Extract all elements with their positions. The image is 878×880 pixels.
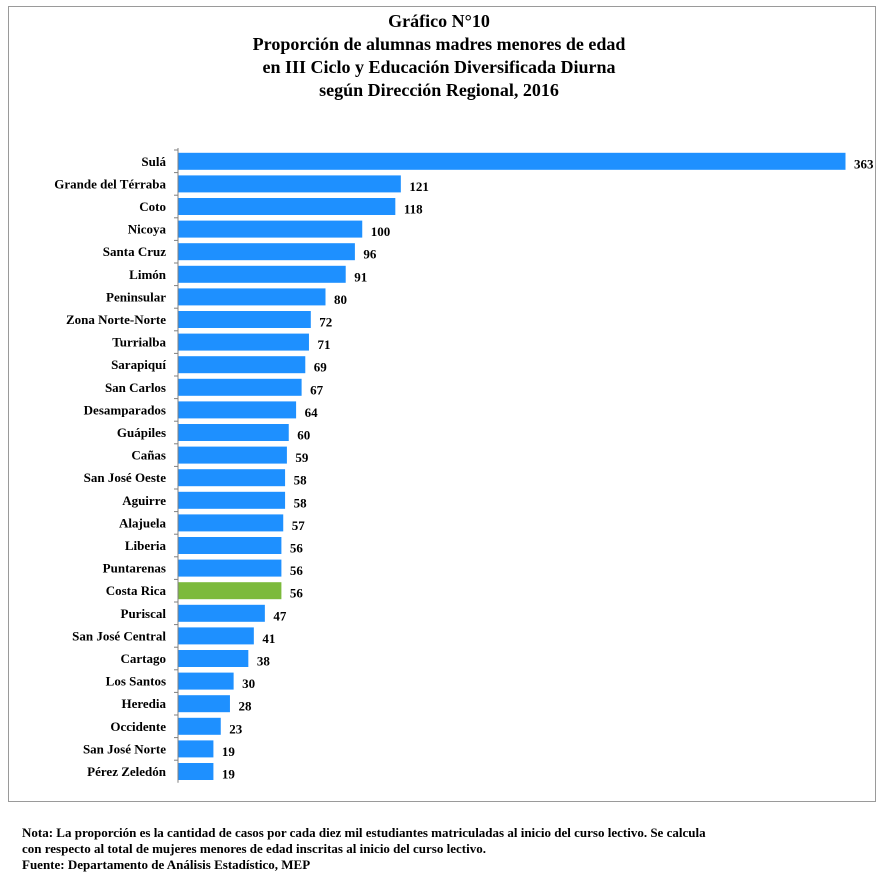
bar <box>178 559 282 577</box>
bar <box>178 469 286 487</box>
bar <box>178 311 311 328</box>
value-label: 59 <box>295 450 309 465</box>
bar <box>178 514 284 532</box>
value-label: 91 <box>354 269 367 284</box>
chart-title-line-1: Gráfico N°10 <box>388 11 490 31</box>
bar <box>178 650 249 667</box>
category-label: Aguirre <box>122 493 166 508</box>
bar <box>178 401 297 419</box>
value-label: 69 <box>314 360 328 375</box>
bar <box>178 627 254 645</box>
category-label: Zona Norte-Norte <box>66 312 166 327</box>
value-label: 19 <box>222 744 236 759</box>
category-label: San Carlos <box>105 380 166 395</box>
bar <box>178 763 214 780</box>
value-label: 38 <box>257 654 271 669</box>
category-label: Turrialba <box>112 335 166 350</box>
bar <box>178 604 265 622</box>
value-label: 41 <box>262 631 275 646</box>
chart-title-line-4: según Dirección Regional, 2016 <box>319 80 559 100</box>
category-label: Peninsular <box>106 289 166 304</box>
value-label: 56 <box>290 541 304 556</box>
category-label: Santa Cruz <box>103 244 166 259</box>
value-label: 57 <box>292 518 306 533</box>
bar <box>178 717 221 735</box>
bar <box>178 265 346 283</box>
category-label: Limón <box>129 267 167 282</box>
bar <box>178 695 230 713</box>
value-label: 60 <box>297 428 310 443</box>
bar-highlight <box>178 582 282 600</box>
value-label: 19 <box>222 767 236 782</box>
bar <box>178 356 306 374</box>
value-label: 23 <box>229 721 243 736</box>
bar <box>178 243 355 261</box>
bar <box>178 198 396 215</box>
value-label: 64 <box>305 405 319 420</box>
category-label: Liberia <box>125 538 167 553</box>
chart-frame <box>8 6 876 802</box>
category-label: Pérez Zeledón <box>87 764 167 779</box>
category-label: Puriscal <box>121 606 167 621</box>
bar <box>178 672 234 690</box>
category-label: Cartago <box>121 651 167 666</box>
bar <box>178 537 282 554</box>
bar <box>178 446 287 464</box>
category-label: Costa Rica <box>106 583 167 598</box>
value-label: 58 <box>294 495 308 510</box>
category-label: San José Norte <box>83 741 166 756</box>
bar <box>178 288 326 306</box>
value-label: 58 <box>294 473 308 488</box>
bar <box>178 424 289 441</box>
bar <box>178 740 214 758</box>
category-label: Los Santos <box>106 674 166 689</box>
value-label: 72 <box>319 315 332 330</box>
value-label: 118 <box>404 202 423 217</box>
bar-chart: Sulá 363 Grande del Térraba 121 Coto 118 Nicoy… <box>54 148 874 783</box>
value-label: 30 <box>242 676 255 691</box>
category-label: Desamparados <box>84 402 166 417</box>
category-label: Coto <box>139 199 166 214</box>
chart-title-line-2: Proporción de alumnas madres menores de … <box>252 34 626 54</box>
category-label: Nicoya <box>128 222 167 237</box>
category-label: Alajuela <box>119 515 166 530</box>
source-line: Fuente: Departamento de Análisis Estadís… <box>22 857 311 872</box>
value-label: 71 <box>317 337 330 352</box>
value-label: 96 <box>363 247 377 262</box>
category-label: San José Oeste <box>84 470 167 485</box>
category-label: Sulá <box>141 154 166 169</box>
value-label: 363 <box>854 156 874 171</box>
category-label: Grande del Térraba <box>54 176 166 191</box>
bar <box>178 333 309 351</box>
note-line-2: con respecto al total de mujeres menores… <box>22 841 486 856</box>
value-label: 56 <box>290 586 304 601</box>
value-label: 56 <box>290 563 304 578</box>
bar <box>178 491 286 509</box>
value-label: 80 <box>334 292 347 307</box>
category-label: Puntarenas <box>103 561 166 576</box>
bar <box>178 152 846 170</box>
value-label: 100 <box>371 224 391 239</box>
category-label: Heredia <box>121 696 166 711</box>
bar <box>178 175 401 193</box>
value-label: 28 <box>238 699 252 714</box>
note-line-1: Nota: La proporción es la cantidad de ca… <box>22 825 706 840</box>
chart-title-line-3: en III Ciclo y Educación Diversificada D… <box>262 57 616 77</box>
bar <box>178 378 302 396</box>
value-label: 67 <box>310 382 324 397</box>
category-label: Occidente <box>110 719 166 734</box>
value-label: 121 <box>409 179 429 194</box>
value-label: 47 <box>273 608 287 623</box>
category-label: Sarapiquí <box>111 357 166 372</box>
category-label: Cañas <box>131 448 166 463</box>
category-label: Guápiles <box>117 425 166 440</box>
bar <box>178 220 363 238</box>
category-label: San José Central <box>72 628 166 643</box>
